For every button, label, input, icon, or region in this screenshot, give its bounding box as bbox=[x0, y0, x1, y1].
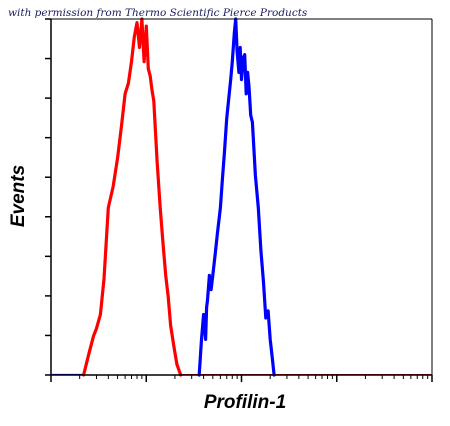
histogram-series-red bbox=[81, 17, 183, 377]
credit-text: with permission from Thermo Scientific P… bbox=[8, 7, 308, 19]
y-axis-label: Events bbox=[8, 164, 29, 228]
axes bbox=[45, 18, 433, 382]
plot-area bbox=[51, 17, 432, 377]
x-axis-label: Profilin-1 bbox=[203, 392, 287, 413]
histogram-series-blue bbox=[197, 17, 276, 377]
